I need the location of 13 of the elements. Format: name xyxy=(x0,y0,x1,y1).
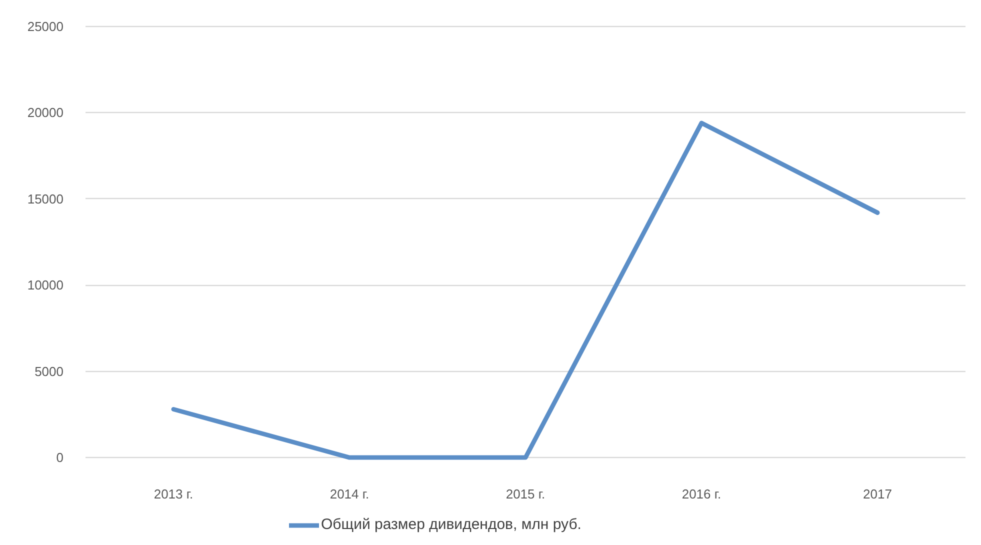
y-tick-label: 10000 xyxy=(27,278,64,293)
x-tick-label: 2013 г. xyxy=(154,486,194,502)
x-tick-label: 2014 г. xyxy=(330,486,370,502)
y-tick-label: 20000 xyxy=(27,105,64,120)
line-series xyxy=(171,120,880,460)
x-tick-label: 2017 xyxy=(863,486,892,502)
x-tick-label: 2016 г. xyxy=(682,486,722,502)
x-tick-label: 2015 г. xyxy=(506,486,546,502)
legend-label: Общий размер дивидендов, млн руб. xyxy=(321,516,582,533)
y-tick-label: 15000 xyxy=(27,191,64,206)
y-tick-label: 0 xyxy=(56,450,64,466)
y-tick-label: 5000 xyxy=(34,364,64,379)
y-tick-label: 25000 xyxy=(27,18,64,34)
